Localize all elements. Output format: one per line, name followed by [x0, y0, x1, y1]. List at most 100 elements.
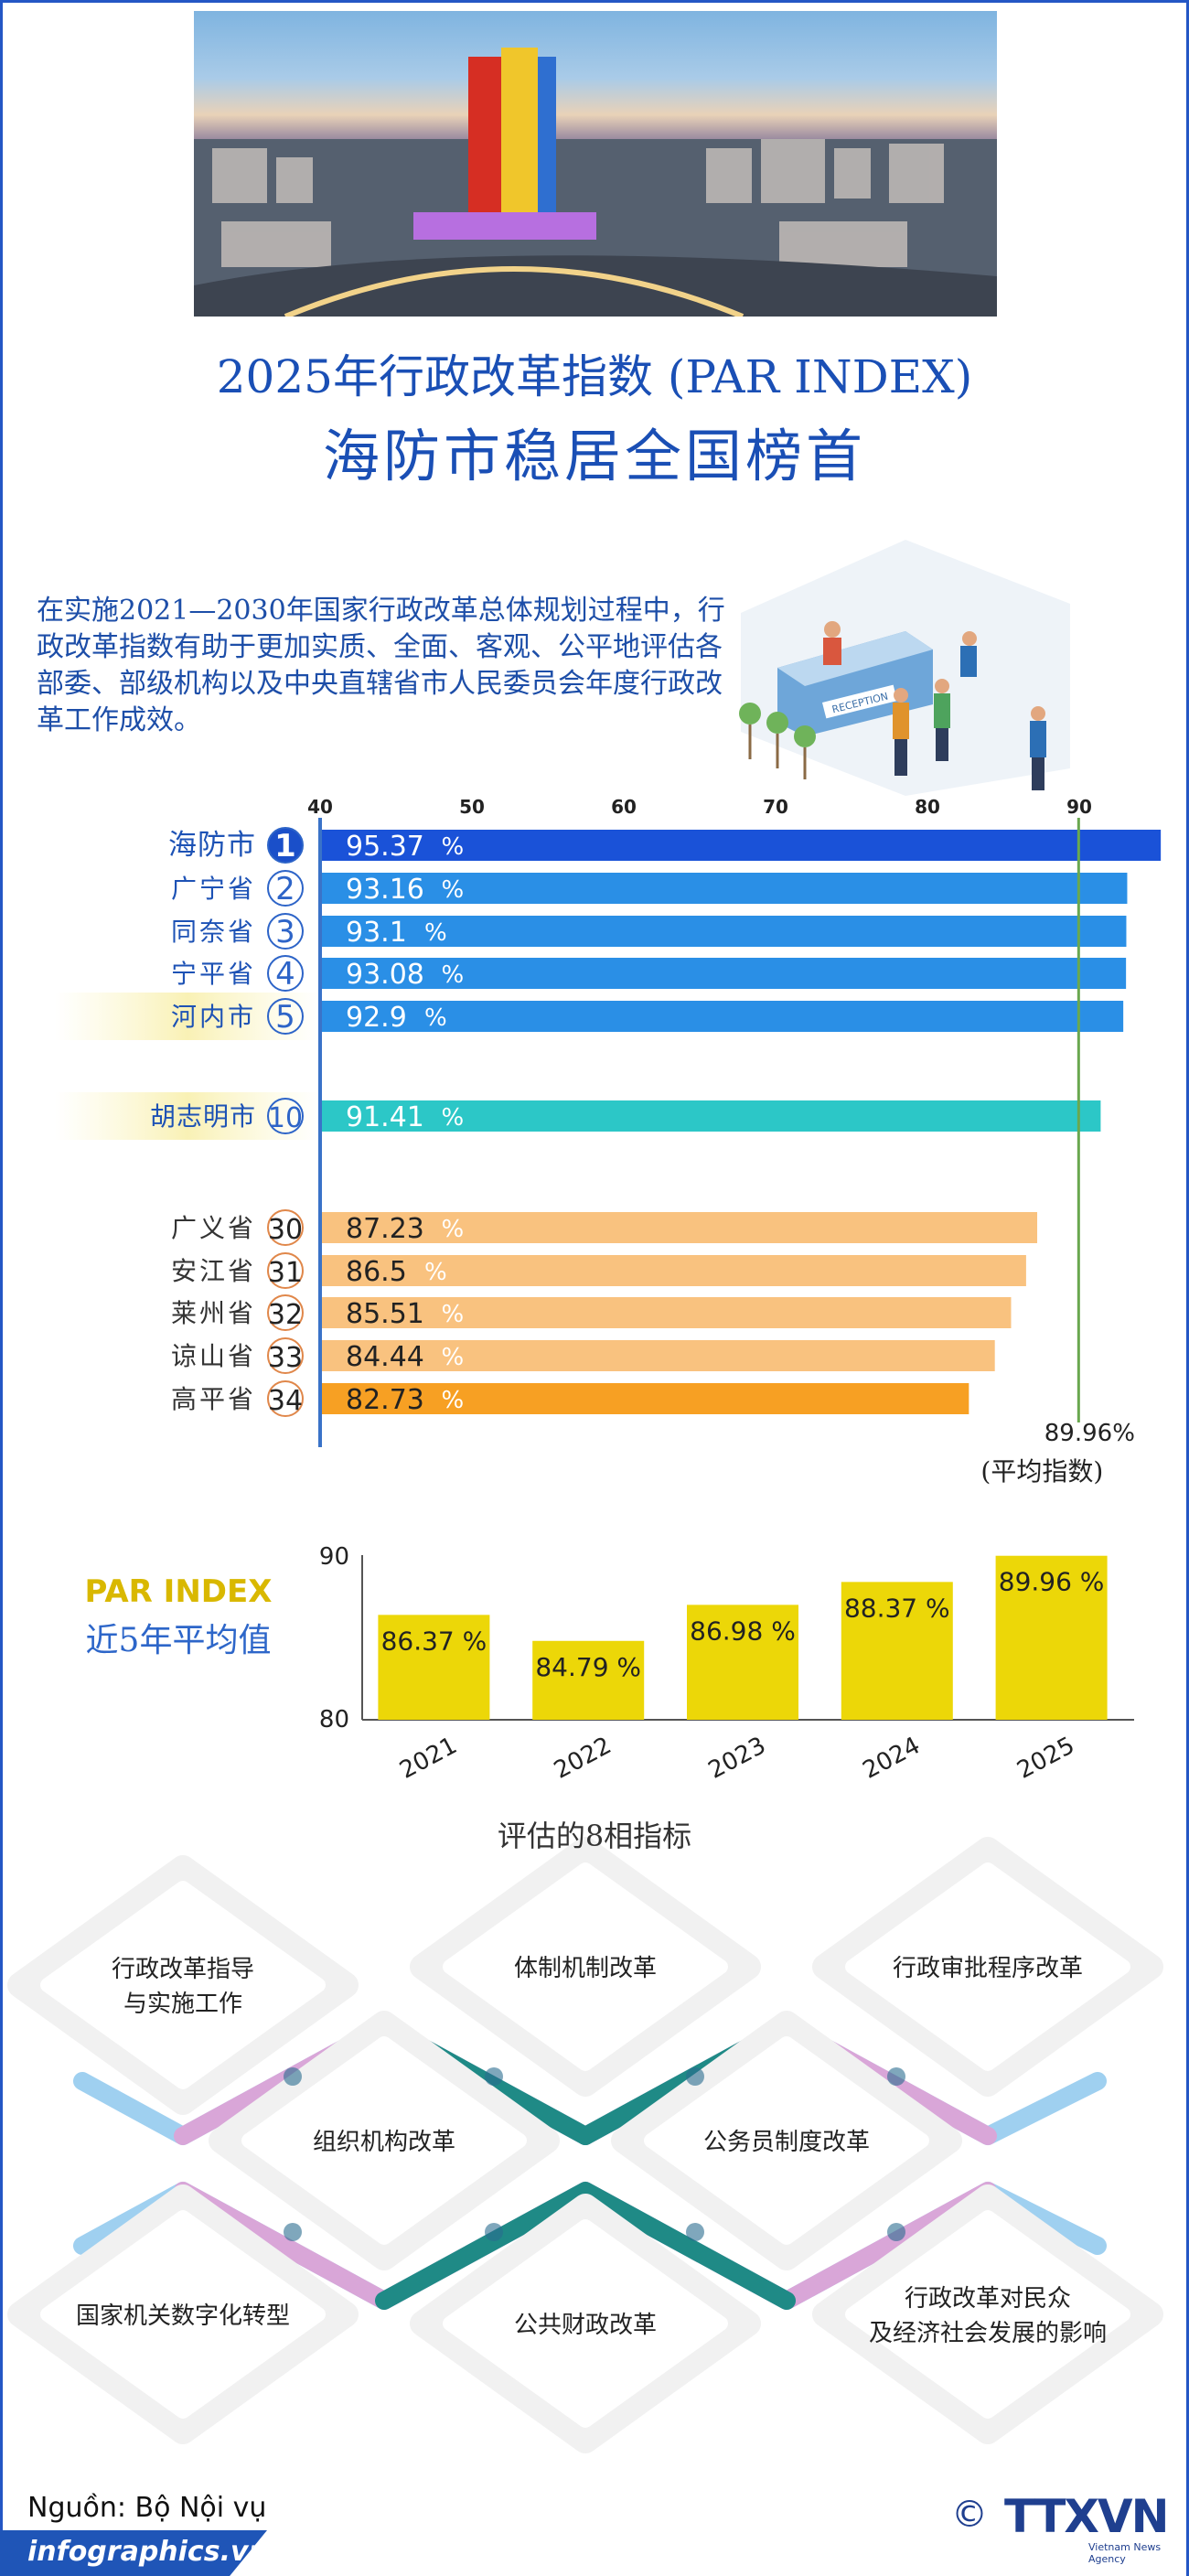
rank-province-name: 莱州省 [171, 1298, 256, 1328]
rank-bar [322, 1297, 1012, 1328]
indicator-diamond [40, 2210, 326, 2419]
rank-bar-unit: % [442, 961, 465, 989]
indicator-diamond [443, 2219, 728, 2428]
rank-bar-unit: % [442, 1104, 465, 1132]
indicator-diamond [40, 1881, 326, 2089]
indicator-label: 及经济社会发展的影响 [869, 2320, 1107, 2347]
indicator-label: 公共财政改革 [514, 2312, 657, 2339]
indicator-joint-dot [686, 2223, 704, 2241]
rank-bar-value: 93.08 [346, 959, 424, 991]
average-caption: (平均指数) [980, 1456, 1103, 1487]
rank-number-circle [267, 998, 304, 1035]
rank-province-name: 同奈省 [171, 917, 256, 947]
par-bar [687, 1605, 798, 1720]
rank-bar-unit: % [442, 876, 465, 904]
indicator-diamond [845, 1862, 1130, 2071]
rank-bar-unit: % [442, 1387, 465, 1414]
rank-tick-label: 50 [459, 796, 485, 818]
rank-bar-unit: % [424, 919, 447, 947]
cityscape-illustration [194, 48, 997, 317]
rank-bar-value: 93.1 [346, 917, 407, 949]
par-y-tick-label: 80 [319, 1706, 349, 1733]
indicator-label: 公务员制度改革 [703, 2129, 870, 2156]
rank-tick-label: 60 [611, 796, 637, 818]
rank-bar-unit: % [424, 1004, 447, 1032]
rank-number-circle [267, 913, 304, 950]
indicator-diamond [443, 1862, 728, 2071]
average-value-label: 89.96% [1044, 1420, 1135, 1447]
hero-cityscape-image [194, 11, 997, 317]
row-highlight-band [55, 993, 320, 1040]
rank-number: 10 [268, 1102, 303, 1134]
rank-bar [322, 873, 1128, 904]
indicator-joint-dot [284, 2223, 302, 2241]
rank-province-name: 高平省 [171, 1384, 256, 1414]
rank-number: 1 [274, 828, 296, 864]
row-highlight-band [55, 1092, 320, 1140]
rank-tick-label: 40 [307, 796, 333, 818]
rank-bar-value: 86.5 [346, 1256, 407, 1288]
rank-number: 2 [275, 871, 295, 907]
rank-number: 3 [275, 914, 295, 950]
indicator-label: 体制机制改革 [514, 1955, 657, 1982]
rank-bar-value: 84.44 [346, 1341, 424, 1373]
rank-bar [322, 1383, 969, 1414]
rank-bar-value: 95.37 [346, 831, 424, 863]
par-bar-value: 88.37 % [844, 1593, 950, 1623]
rank-province-name: 河内市 [171, 1002, 256, 1032]
rank-number: 32 [268, 1299, 303, 1331]
indicator-diamond [845, 2210, 1130, 2419]
indicator-label: 行政改革指导 [112, 1956, 254, 1983]
rank-bar [322, 830, 1162, 861]
rank-number-circle [267, 955, 304, 992]
par-index-chart: 90 80 86.37 % 2021 84.79 % 2022 86.98 % 2023 88.… [319, 1543, 1134, 1785]
par-index-label: PAR INDEX 近5年平均值 [73, 1573, 284, 1661]
indicator-diamond [241, 2036, 527, 2245]
agency-logo-subtitle: Vietnam News Agency [1088, 2541, 1162, 2565]
par-year-label: 2023 [704, 1732, 771, 1785]
rank-bar [322, 958, 1127, 989]
rank-number-circle [267, 1294, 304, 1331]
indicator-label: 行政审批程序改革 [893, 1955, 1083, 1982]
rank-number: 30 [268, 1214, 303, 1246]
footer-site-bar[interactable]: infographics.vn [0, 2530, 267, 2576]
rank-bar-value: 91.41 [346, 1101, 424, 1133]
agency-logo-text: TTXVN [1004, 2490, 1169, 2543]
indicator-label: 国家机关数字化转型 [76, 2302, 290, 2330]
rank-tick-label: 70 [763, 796, 788, 818]
rank-number-circle [267, 1252, 304, 1289]
indicator-label: 与实施工作 [123, 1991, 242, 2018]
copyright-icon: © [951, 2494, 988, 2536]
intro-paragraph: 在实施2021—2030年国家行政改革总体规划过程中，行政改革指数有助于更加实质… [37, 595, 725, 736]
par-bar-value: 89.96 % [999, 1567, 1105, 1597]
rank-province-name: 广宁省 [171, 874, 256, 904]
par-y-tick-label: 90 [319, 1543, 349, 1571]
rank-number-circle [267, 1209, 304, 1246]
par-bar [841, 1582, 953, 1720]
rank-number-circle [267, 870, 304, 907]
rank-bar-value: 82.73 [346, 1384, 424, 1416]
par-bar-value: 86.37 % [381, 1626, 487, 1656]
rank-bar-value: 87.23 [346, 1213, 424, 1245]
rank-bar-unit: % [442, 1216, 465, 1243]
site-link[interactable]: infographics.vn [27, 2536, 268, 2568]
title-line-1: 2025年行政改革指数 (PAR INDEX) [216, 350, 973, 403]
indicators-title: 评估的8相指标 [497, 1819, 692, 1853]
par-bar [532, 1640, 645, 1720]
par-year-label: 2024 [859, 1732, 926, 1785]
ranking-chart: 40 50 60 70 80 90 95.37 % 1 海防市 93.16 % 2 广宁省 93.1 % 3 同奈… [55, 796, 1162, 1487]
source-credit: Nguồn: Bộ Nội vụ [27, 2492, 267, 2524]
rank-bar-unit: % [442, 1301, 465, 1328]
rank-number-circle [267, 1098, 304, 1134]
rank-tick-label: 90 [1066, 796, 1092, 818]
par-index-label-line1: PAR INDEX [84, 1573, 273, 1610]
par-bar-value: 84.79 % [535, 1652, 641, 1682]
rank-bar [322, 916, 1127, 947]
indicator-joint-dot [887, 2067, 905, 2086]
rank-province-name: 谅山省 [171, 1341, 256, 1371]
title-line-2: 海防市稳居全国榜首 [322, 423, 866, 489]
rank-bar-value: 85.51 [346, 1298, 424, 1330]
rank-bar-unit: % [442, 833, 465, 861]
rank-bar-unit: % [442, 1344, 465, 1371]
indicator-joint-dot [485, 2223, 503, 2241]
